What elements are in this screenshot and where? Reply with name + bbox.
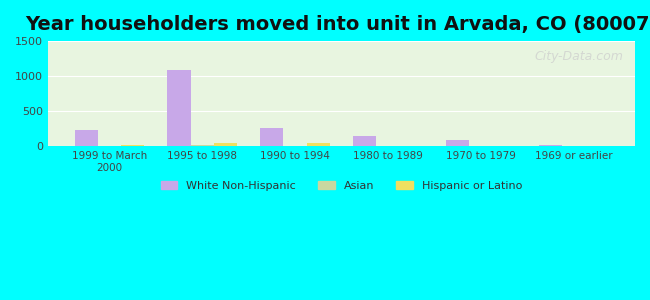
Bar xyxy=(214,143,237,146)
Bar xyxy=(353,136,376,146)
Bar xyxy=(539,145,562,146)
Legend: White Non-Hispanic, Asian, Hispanic or Latino: White Non-Hispanic, Asian, Hispanic or L… xyxy=(156,177,526,196)
Bar xyxy=(168,70,190,146)
Bar xyxy=(260,128,283,146)
Bar xyxy=(446,140,469,146)
Text: City-Data.com: City-Data.com xyxy=(534,50,623,62)
Bar xyxy=(75,130,98,146)
Title: Year householders moved into unit in Arvada, CO (80007): Year householders moved into unit in Arv… xyxy=(25,15,650,34)
Bar xyxy=(307,142,330,146)
